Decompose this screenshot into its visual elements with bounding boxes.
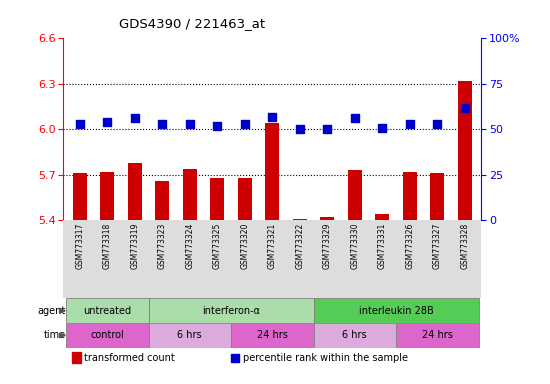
Point: [268, 114, 277, 120]
Bar: [403, 172, 417, 220]
Text: percentile rank within the sample: percentile rank within the sample: [243, 353, 408, 363]
Point: [433, 121, 442, 127]
Text: GSM773319: GSM773319: [130, 223, 139, 269]
Text: GSM773328: GSM773328: [460, 223, 469, 269]
Text: GSM773326: GSM773326: [405, 223, 414, 269]
Bar: [231, 323, 314, 348]
Text: GSM773320: GSM773320: [240, 223, 249, 269]
Bar: [396, 323, 478, 348]
Text: GSM773321: GSM773321: [268, 223, 277, 269]
Bar: [375, 214, 389, 220]
Bar: [314, 298, 478, 323]
Text: GSM773325: GSM773325: [213, 223, 222, 269]
Bar: [265, 123, 279, 220]
Bar: [148, 323, 231, 348]
Bar: [66, 298, 148, 323]
Bar: [210, 178, 224, 220]
Bar: [320, 217, 334, 220]
Bar: [100, 172, 114, 220]
Text: transformed count: transformed count: [84, 353, 175, 363]
Bar: [155, 181, 169, 220]
Point: [378, 124, 387, 131]
Bar: [183, 169, 197, 220]
Point: [460, 104, 469, 111]
Text: GSM773330: GSM773330: [350, 223, 359, 269]
Point: [130, 115, 139, 121]
Text: untreated: untreated: [83, 306, 131, 316]
Text: GSM773317: GSM773317: [75, 223, 84, 269]
Bar: [458, 81, 472, 220]
Point: [75, 121, 84, 127]
Text: GSM773322: GSM773322: [295, 223, 304, 269]
Bar: [148, 298, 314, 323]
Bar: [128, 163, 142, 220]
Text: GSM773329: GSM773329: [323, 223, 332, 269]
Text: 6 hrs: 6 hrs: [343, 330, 367, 340]
Bar: [430, 173, 444, 220]
Text: interleukin 28B: interleukin 28B: [359, 306, 433, 316]
Point: [158, 121, 167, 127]
Bar: [293, 219, 307, 220]
Text: control: control: [90, 330, 124, 340]
Point: [240, 121, 249, 127]
Bar: [348, 170, 362, 220]
Text: GSM773327: GSM773327: [433, 223, 442, 269]
Text: GSM773323: GSM773323: [158, 223, 167, 269]
Text: 6 hrs: 6 hrs: [178, 330, 202, 340]
Point: [230, 355, 239, 361]
Point: [323, 126, 332, 132]
Text: time: time: [44, 330, 66, 340]
Point: [405, 121, 414, 127]
Text: GSM773318: GSM773318: [103, 223, 112, 269]
Text: interferon-α: interferon-α: [202, 306, 260, 316]
Point: [103, 119, 112, 125]
Bar: [73, 173, 87, 220]
Text: GDS4390 / 221463_at: GDS4390 / 221463_at: [119, 17, 266, 30]
Bar: [314, 323, 396, 348]
Text: agent: agent: [38, 306, 66, 316]
Text: GSM773331: GSM773331: [378, 223, 387, 269]
Point: [185, 121, 194, 127]
Point: [295, 126, 304, 132]
Bar: [66, 323, 148, 348]
Text: 24 hrs: 24 hrs: [257, 330, 288, 340]
Bar: [72, 352, 81, 363]
Point: [350, 115, 359, 121]
Text: 24 hrs: 24 hrs: [422, 330, 453, 340]
Point: [213, 122, 222, 129]
Text: GSM773324: GSM773324: [185, 223, 194, 269]
Bar: [238, 178, 252, 220]
